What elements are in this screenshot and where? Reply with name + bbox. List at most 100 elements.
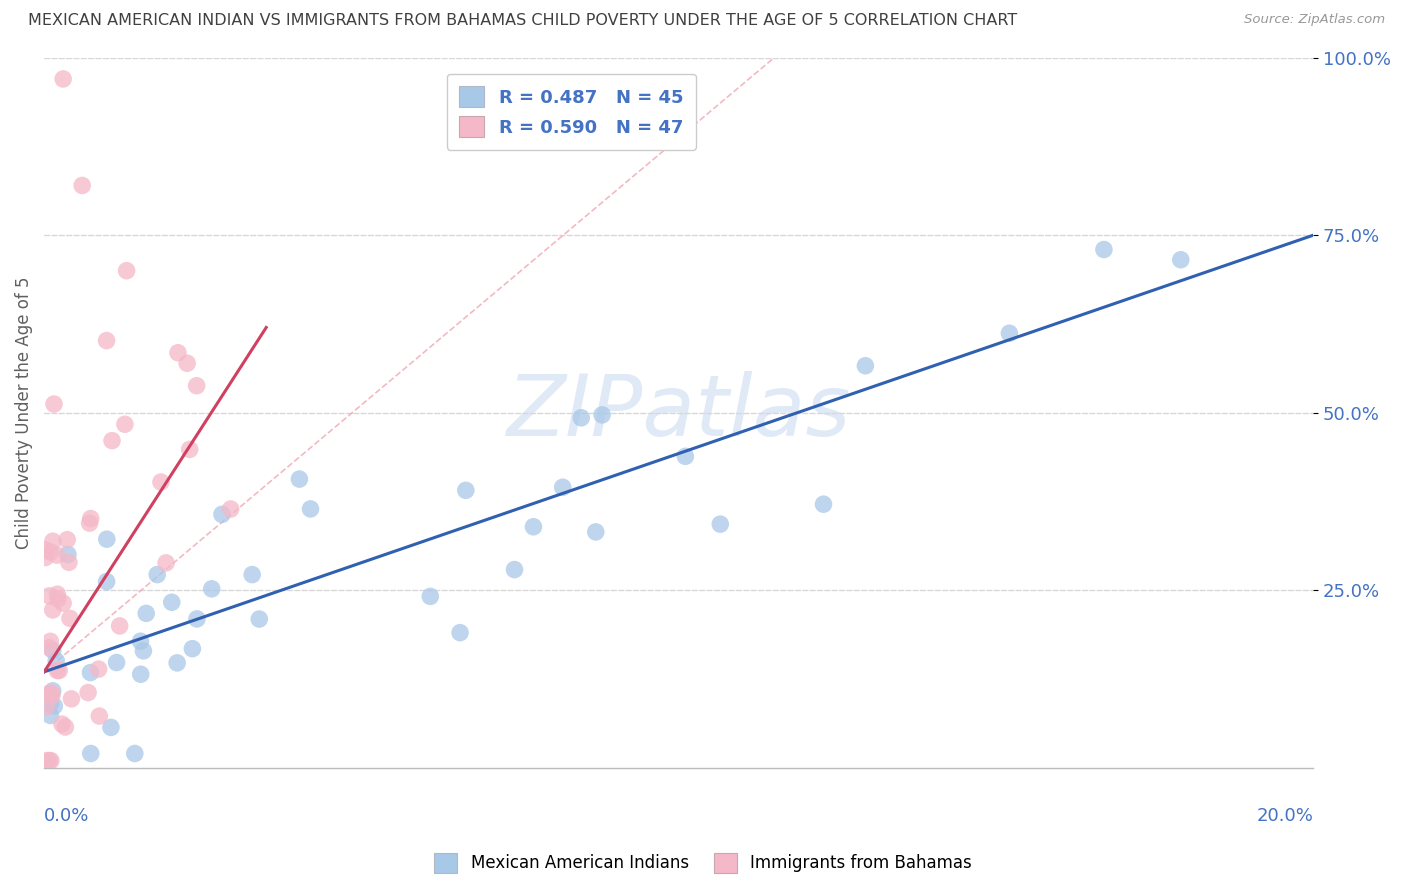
Point [181, 641, 204, 656]
Point [80, 747, 103, 761]
Point [176, 356, 198, 370]
Point [129, 634, 152, 648]
Legend: R = 0.487   N = 45, R = 0.590   N = 47: R = 0.487 N = 45, R = 0.590 N = 47 [447, 74, 696, 150]
Point [167, 345, 190, 359]
Point [124, 747, 146, 761]
Point [96, 532, 118, 546]
Point [39, 634, 62, 648]
Point [160, 595, 183, 609]
Point [39, 545, 62, 559]
Point [79, 665, 101, 680]
Point [449, 625, 471, 640]
Point [70, 178, 93, 193]
Point [591, 408, 613, 422]
Point [673, 450, 696, 464]
Point [41, 643, 63, 657]
Point [45, 548, 67, 562]
Point [59, 611, 82, 625]
Point [709, 517, 731, 532]
Point [105, 656, 128, 670]
Point [34, 550, 56, 565]
Point [56, 548, 79, 562]
Text: Source: ZipAtlas.com: Source: ZipAtlas.com [1244, 13, 1385, 27]
Point [149, 475, 172, 489]
Point [155, 556, 177, 570]
Legend: Mexican American Indians, Immigrants from Bahamas: Mexican American Indians, Immigrants fro… [427, 847, 979, 880]
Point [80, 511, 103, 525]
Point [855, 359, 877, 373]
Point [503, 563, 526, 577]
Point [998, 326, 1021, 341]
Point [46, 587, 69, 601]
Point [247, 612, 270, 626]
Point [46, 664, 69, 678]
Point [56, 533, 79, 547]
Y-axis label: Child Poverty Under the Age of 5: Child Poverty Under the Age of 5 [15, 277, 32, 549]
Point [132, 644, 155, 658]
Point [53, 720, 76, 734]
Point [114, 417, 136, 432]
Point [108, 619, 131, 633]
Point [146, 567, 169, 582]
Point [101, 434, 124, 448]
Point [179, 442, 201, 457]
Point [39, 754, 62, 768]
Point [41, 686, 63, 700]
Point [813, 497, 835, 511]
Point [44, 698, 66, 713]
Point [39, 708, 62, 723]
Point [129, 667, 152, 681]
Point [34, 543, 56, 558]
Point [42, 534, 65, 549]
Point [38, 754, 60, 768]
Point [87, 662, 110, 676]
Point [166, 656, 188, 670]
Point [1092, 243, 1115, 257]
Point [551, 480, 574, 494]
Point [39, 697, 62, 711]
Point [35, 754, 58, 768]
Point [48, 664, 70, 678]
Text: 20.0%: 20.0% [1257, 806, 1313, 825]
Text: ZIPatlas: ZIPatlas [506, 371, 851, 454]
Point [52, 72, 75, 87]
Point [585, 524, 607, 539]
Point [454, 483, 477, 498]
Point [201, 582, 224, 596]
Point [35, 699, 58, 714]
Point [100, 720, 122, 734]
Point [211, 508, 233, 522]
Point [115, 263, 138, 277]
Point [51, 717, 73, 731]
Point [42, 397, 65, 411]
Point [186, 612, 208, 626]
Point [41, 603, 63, 617]
Point [96, 574, 118, 589]
Text: 0.0%: 0.0% [44, 806, 90, 825]
Point [58, 555, 80, 569]
Point [240, 567, 263, 582]
Point [77, 685, 100, 699]
Point [38, 686, 60, 700]
Point [41, 689, 63, 703]
Point [45, 654, 67, 668]
Point [46, 591, 69, 606]
Point [219, 502, 242, 516]
Point [288, 472, 311, 486]
Point [38, 640, 60, 655]
Point [135, 607, 157, 621]
Text: MEXICAN AMERICAN INDIAN VS IMMIGRANTS FROM BAHAMAS CHILD POVERTY UNDER THE AGE O: MEXICAN AMERICAN INDIAN VS IMMIGRANTS FR… [28, 13, 1018, 29]
Point [1170, 252, 1192, 267]
Point [419, 590, 441, 604]
Point [38, 589, 60, 603]
Point [89, 709, 111, 723]
Point [299, 502, 322, 516]
Point [52, 596, 75, 610]
Point [41, 683, 63, 698]
Point [79, 516, 101, 530]
Point [96, 334, 118, 348]
Point [60, 691, 83, 706]
Point [522, 520, 544, 534]
Point [569, 410, 592, 425]
Point [186, 378, 208, 392]
